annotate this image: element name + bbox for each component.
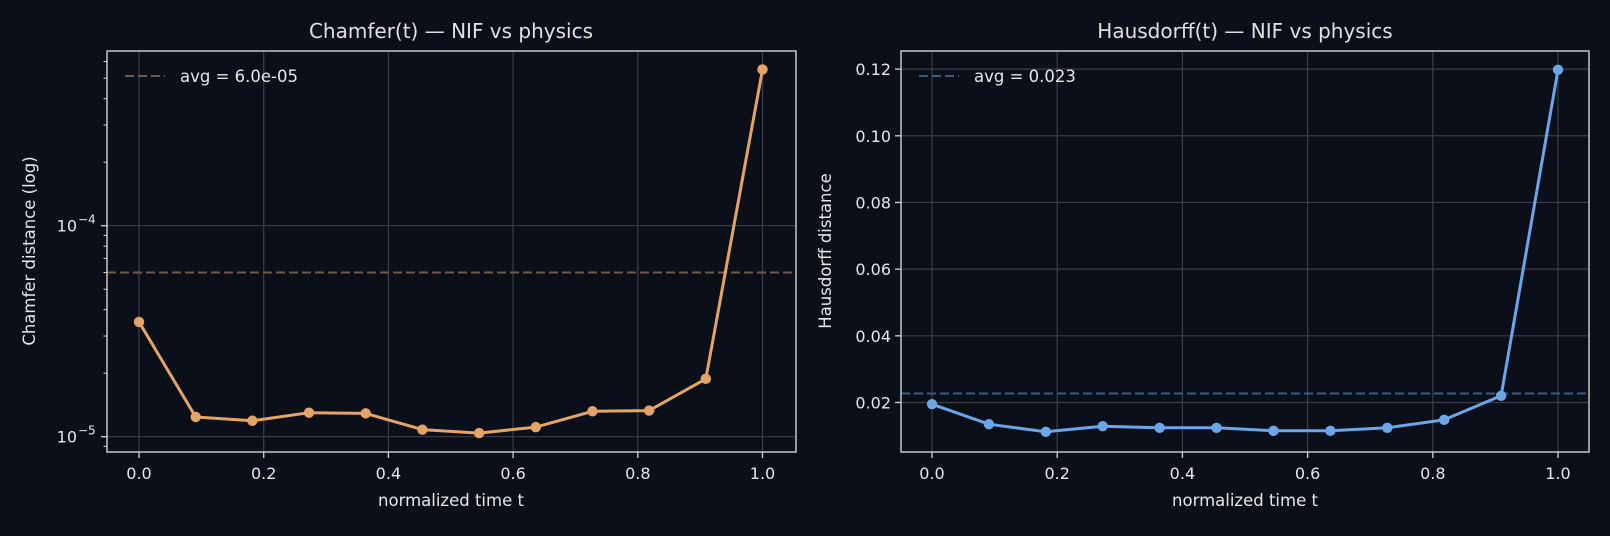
- hausdorff-y-ticks: 0.02 0.04 0.06 0.08 0.10 0.12: [855, 60, 901, 413]
- hausdorff-legend-label: avg = 0.023: [974, 67, 1076, 86]
- x-tick-label: 0.8: [625, 464, 650, 483]
- data-point-marker: [700, 373, 712, 385]
- y-tick-label: 0.10: [855, 127, 891, 146]
- data-point-marker: [1268, 425, 1279, 437]
- x-tick-label: 0.4: [376, 464, 401, 483]
- data-point-marker: [587, 406, 598, 417]
- data-point-marker: [360, 408, 371, 419]
- y-tick-label: 10: [57, 428, 77, 447]
- data-point-marker: [1154, 422, 1165, 434]
- chamfer-chart: Chamfer(t) — NIF vs physics 0.0 0.2 0.4 0.6…: [20, 19, 797, 510]
- x-tick-label: 0.8: [1420, 464, 1445, 483]
- data-point-marker: [133, 316, 145, 328]
- data-point-marker: [473, 427, 485, 439]
- data-point-marker: [1097, 420, 1108, 432]
- x-tick-label: 0.0: [919, 464, 944, 483]
- data-point-marker: [926, 398, 938, 410]
- chamfer-chart-title: Chamfer(t) — NIF vs physics: [309, 19, 593, 43]
- chamfer-gridlines: [107, 51, 796, 452]
- x-tick-label: 1.0: [1545, 464, 1570, 483]
- chamfer-series-line: [137, 69, 764, 435]
- hausdorff-series-line: [931, 69, 1560, 434]
- data-point-marker: [1438, 414, 1450, 426]
- hausdorff-chart-title: Hausdorff(t) — NIF vs physics: [1097, 19, 1392, 43]
- y-tick-label: 0.02: [855, 394, 891, 413]
- x-tick-label: 1.0: [750, 464, 775, 483]
- x-tick-label: 0.4: [1170, 464, 1195, 483]
- data-point-marker: [247, 415, 258, 426]
- data-point-marker: [190, 411, 201, 423]
- data-point-marker: [1382, 422, 1393, 434]
- hausdorff-legend: avg = 0.023: [919, 67, 1076, 86]
- chamfer-x-axis-label: normalized time t: [378, 491, 524, 510]
- data-point-marker: [1040, 426, 1052, 438]
- chamfer-legend: avg = 6.0e-05: [125, 67, 298, 86]
- chamfer-y-ticks: 10−510−4: [57, 61, 107, 447]
- hausdorff-chart: Hausdorff(t) — NIF vs physics 0.0 0.2 0.4 0…: [816, 19, 1590, 510]
- hausdorff-x-ticks: 0.0 0.2 0.4 0.6 0.8 1.0: [919, 452, 1571, 483]
- x-tick-label: 0.2: [251, 464, 276, 483]
- x-tick-label: 0.6: [500, 464, 525, 483]
- data-point-marker: [417, 424, 428, 435]
- y-tick-exponent: −5: [78, 424, 96, 438]
- data-point-marker: [643, 405, 655, 416]
- data-point-marker: [1552, 64, 1564, 75]
- hausdorff-x-axis-label: normalized time t: [1172, 491, 1318, 510]
- hausdorff-plot-frame: [900, 50, 1590, 453]
- chamfer-series-markers: [133, 64, 768, 439]
- hausdorff-series-markers: [926, 64, 1564, 438]
- y-tick-label: 0.06: [855, 260, 891, 279]
- chamfer-legend-label: avg = 6.0e-05: [180, 67, 298, 86]
- x-tick-label: 0.2: [1044, 464, 1069, 483]
- x-tick-label: 0.0: [126, 464, 151, 483]
- hausdorff-y-axis-label: Hausdorff distance: [816, 173, 835, 328]
- data-point-marker: [1495, 390, 1507, 402]
- y-tick-label: 10: [57, 217, 77, 236]
- data-point-marker: [757, 64, 768, 75]
- data-point-marker: [530, 421, 541, 433]
- y-tick-label: 0.08: [855, 193, 891, 212]
- data-point-marker: [983, 418, 995, 430]
- data-point-marker: [303, 407, 315, 418]
- x-tick-label: 0.6: [1295, 464, 1320, 483]
- chamfer-y-axis-label: Chamfer distance (log): [20, 156, 39, 345]
- data-point-marker: [1325, 425, 1336, 437]
- y-tick-label: 0.12: [855, 60, 891, 79]
- data-point-marker: [1211, 422, 1222, 434]
- y-tick-label: 0.04: [855, 327, 891, 346]
- hausdorff-gridlines: [901, 51, 1589, 452]
- chamfer-plot-frame: [106, 50, 797, 453]
- y-tick-exponent: −4: [78, 213, 96, 227]
- chamfer-x-ticks: 0.0 0.2 0.4 0.6 0.8 1.0: [126, 452, 775, 483]
